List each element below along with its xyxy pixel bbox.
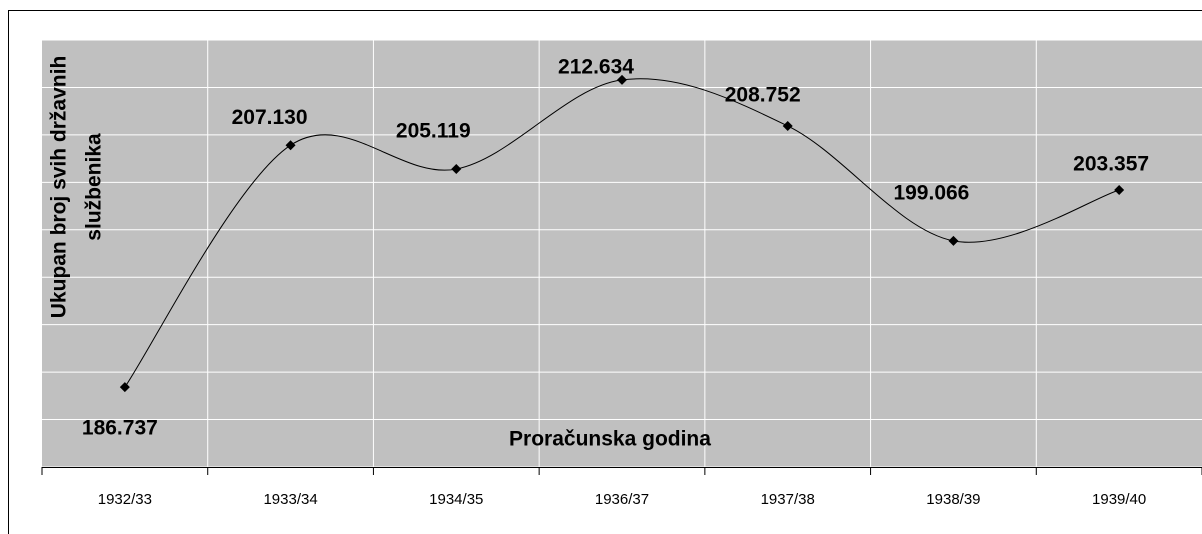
x-axis-title: Proračunska godina: [509, 428, 711, 451]
data-label: 207.130: [232, 106, 308, 129]
marker: [782, 120, 793, 131]
marker: [948, 235, 959, 246]
marker: [1114, 184, 1125, 195]
x-tick-label: 1934/35: [429, 491, 483, 508]
marker: [285, 140, 296, 151]
plot-area: [42, 40, 1202, 467]
data-label: 199.066: [893, 181, 969, 204]
marker: [617, 74, 627, 85]
data-label: 208.752: [725, 84, 801, 107]
data-label: 186.737: [82, 417, 158, 440]
marker: [451, 164, 462, 175]
x-tick-label: 1933/34: [263, 491, 317, 508]
data-label: 212.634: [558, 55, 634, 78]
x-tick-label: 1932/33: [98, 491, 152, 508]
marker: [119, 382, 130, 393]
x-tick-label: 1936/37: [595, 491, 649, 508]
x-tick-label: 1937/38: [761, 491, 815, 508]
x-tick-label: 1938/39: [926, 491, 980, 508]
y-axis-title: Ukupan broj svih državnih: [48, 56, 71, 319]
x-tick-label: 1939/40: [1092, 491, 1146, 508]
data-label: 205.119: [396, 120, 471, 143]
data-label: 203.357: [1073, 153, 1149, 176]
marks: [119, 74, 1125, 393]
y-axis-title: službenika: [83, 133, 106, 241]
grid: [41, 39, 1202, 475]
